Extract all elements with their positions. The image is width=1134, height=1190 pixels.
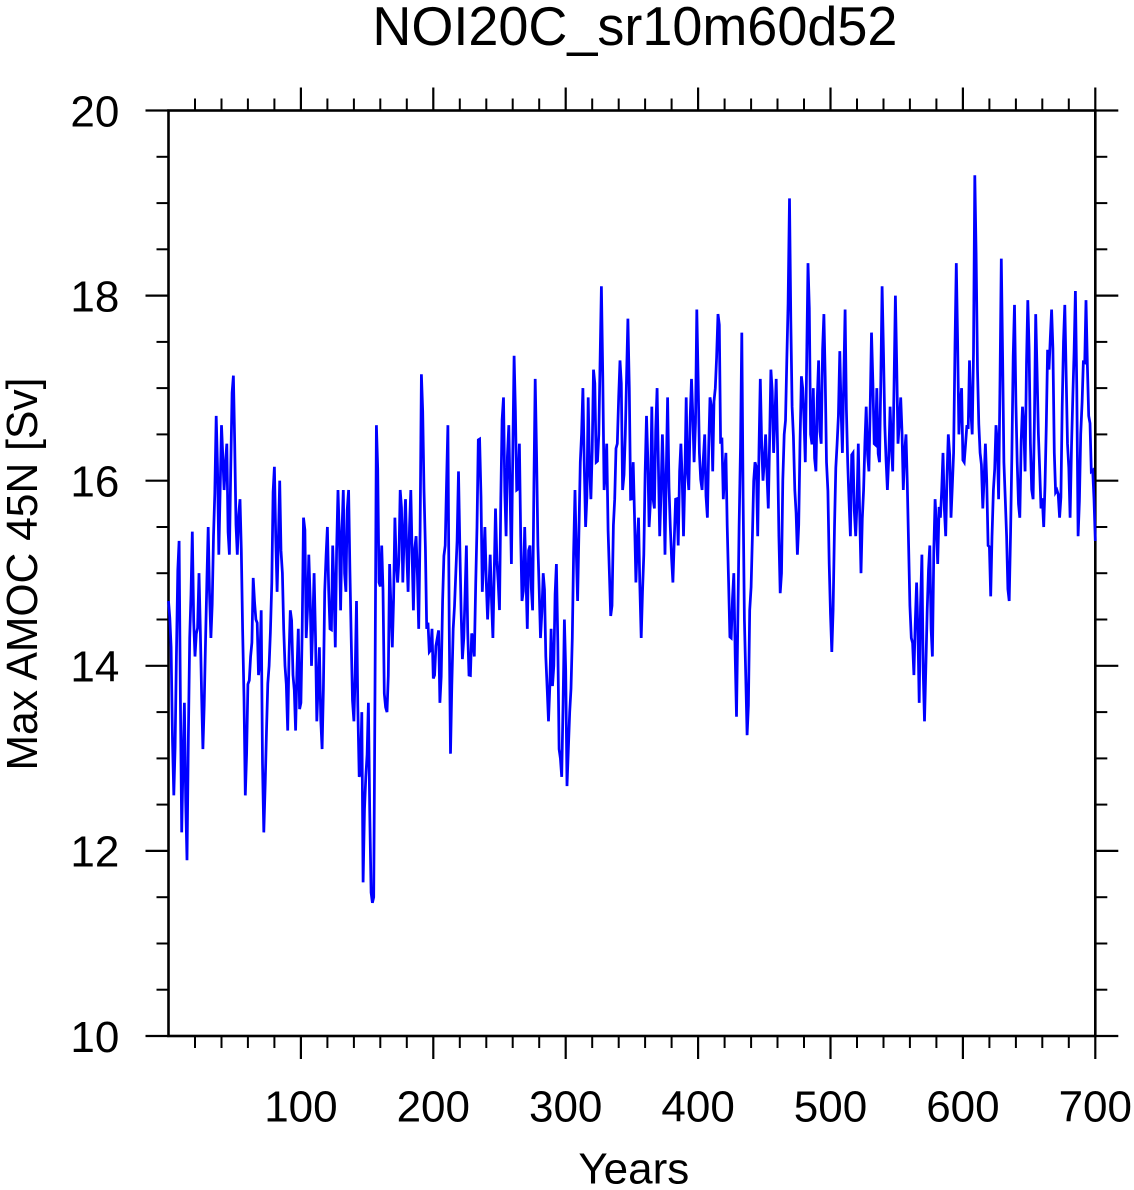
svg-text:16: 16 [70, 458, 119, 507]
svg-text:20: 20 [70, 87, 119, 136]
svg-text:600: 600 [926, 1083, 999, 1132]
svg-text:12: 12 [70, 828, 119, 877]
svg-text:Max AMOC 45N [Sv]: Max AMOC 45N [Sv] [0, 378, 47, 771]
svg-text:14: 14 [70, 643, 119, 692]
svg-text:100: 100 [264, 1083, 337, 1132]
svg-text:400: 400 [661, 1083, 734, 1132]
svg-text:NOI20C_sr10m60d52: NOI20C_sr10m60d52 [372, 0, 897, 57]
svg-text:Years: Years [578, 1144, 689, 1190]
svg-text:300: 300 [529, 1083, 602, 1132]
svg-text:18: 18 [70, 272, 119, 321]
svg-text:200: 200 [397, 1083, 470, 1132]
svg-text:10: 10 [70, 1013, 119, 1062]
svg-text:700: 700 [1059, 1083, 1132, 1132]
svg-text:500: 500 [794, 1083, 867, 1132]
